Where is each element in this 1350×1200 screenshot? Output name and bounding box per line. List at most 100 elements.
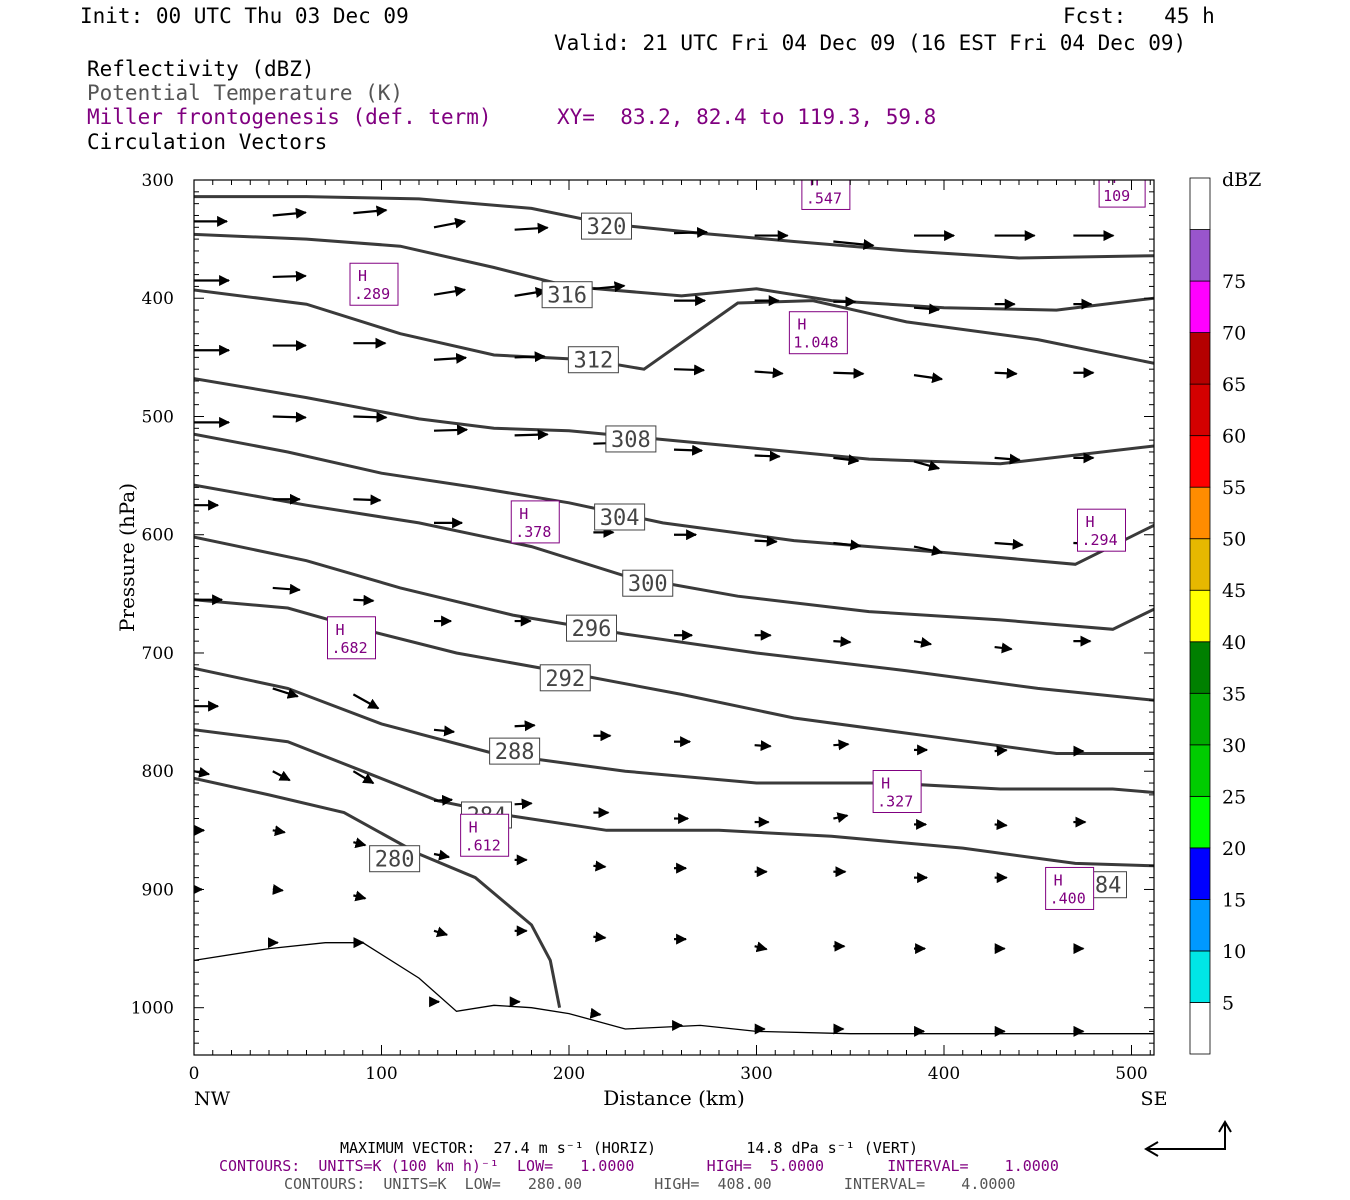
- frontogenesis-high-value: 109: [1103, 187, 1130, 205]
- circulation-vector: [833, 454, 860, 466]
- theta-label: 280: [375, 848, 415, 873]
- field-label-reflectivity: Reflectivity (dBZ): [87, 57, 315, 81]
- circulation-vector: [352, 770, 375, 785]
- colorbar-swatch: [1189, 435, 1211, 488]
- y-tick-label: 400: [142, 289, 174, 309]
- frontogenesis-high-value: .294: [1082, 531, 1118, 549]
- x-end-label-left: NW: [194, 1088, 231, 1110]
- frontogenesis-high-value: .400: [1050, 889, 1086, 907]
- init-time: Init: 00 UTC Thu 03 Dec 09: [80, 4, 409, 28]
- y-tick-label: 800: [142, 762, 174, 782]
- circulation-vector: [994, 819, 1008, 831]
- theta-contour: [194, 232, 1154, 312]
- colorbar-swatch: [1189, 332, 1211, 385]
- circulation-vector: [754, 740, 772, 752]
- frontogenesis-high-marker: H: [797, 316, 806, 334]
- circulation-vector: [433, 725, 456, 737]
- circulation-vector: [994, 367, 1018, 379]
- theta-label-box: [539, 664, 591, 692]
- theta-contour: [194, 195, 1154, 260]
- colorbar-swatch: [1189, 744, 1211, 797]
- circulation-vector: [433, 285, 467, 297]
- colorbar-swatch: [1189, 229, 1211, 282]
- circulation-vector: [272, 770, 291, 782]
- frontogenesis-high-box: [872, 770, 922, 813]
- circulation-vector: [673, 444, 704, 456]
- theta-label-box: [369, 845, 421, 873]
- frontogenesis-high-box: [801, 180, 851, 210]
- y-axis-label: Pressure (hPa): [115, 483, 139, 632]
- colorbar-swatch: [1189, 692, 1211, 746]
- colorbar-swatch: [1189, 899, 1211, 952]
- theta-label: 296: [572, 617, 612, 642]
- circulation-vector: [272, 270, 307, 282]
- circulation-vector: [833, 539, 862, 551]
- circulation-vector: [754, 450, 781, 462]
- colorbar-label: 35: [1222, 683, 1246, 705]
- circulation-vector: [913, 545, 944, 556]
- circulation-vector: [353, 411, 388, 423]
- colorbar-label: 65: [1222, 374, 1246, 396]
- frontogenesis-high-value: .612: [465, 836, 501, 854]
- colorbar-swatch: [1189, 280, 1211, 333]
- colorbar-label: 30: [1222, 735, 1246, 757]
- circulation-vector: [589, 1007, 602, 1019]
- frontogenesis-high-box: [1045, 866, 1095, 910]
- colorbar-label: 25: [1222, 786, 1246, 808]
- circulation-vector: [514, 798, 533, 810]
- frontogenesis-high-marker: H: [810, 171, 819, 189]
- circulation-vector: [272, 207, 307, 219]
- circulation-vector: [593, 931, 607, 943]
- circulation-vector: [353, 205, 388, 217]
- circulation-vector: [353, 837, 367, 849]
- frontogenesis-high-value: .378: [515, 523, 551, 541]
- circulation-vector: [833, 239, 875, 250]
- circulation-vector: [754, 367, 784, 379]
- circulation-vector: [353, 494, 382, 506]
- colorbar-swatch: [1189, 538, 1211, 591]
- colorbar-label: 60: [1222, 426, 1246, 448]
- circulation-vector: [272, 687, 299, 699]
- circulation-vector: [352, 693, 380, 710]
- circulation-vector: [353, 594, 375, 606]
- frontogenesis-high-value: .289: [354, 285, 390, 303]
- reference-vector-head-left: [1144, 1141, 1159, 1157]
- field-label-frontogenesis: Miller frontogenesis (def. term): [87, 105, 492, 129]
- reference-vector-head-up: [1218, 1120, 1232, 1133]
- colorbar-swatch: [1189, 950, 1211, 1003]
- terrain-line: [194, 942, 1154, 1035]
- colorbar-label: 10: [1222, 941, 1246, 963]
- frontogenesis-high-marker: H: [1107, 169, 1116, 187]
- theta-contour-info: CONTOURS: UNITS=K LOW= 280.00 HIGH= 408.…: [284, 1175, 1016, 1193]
- colorbar-swatch: [1189, 589, 1211, 643]
- circulation-vector: [514, 287, 547, 298]
- circulation-vector: [433, 424, 469, 436]
- y-tick-label: 500: [142, 407, 174, 427]
- y-tick-label: 600: [142, 526, 174, 546]
- colorbar-swatch: [1189, 383, 1211, 437]
- circulation-vector: [514, 429, 549, 441]
- circulation-vector: [272, 411, 307, 423]
- frontogenesis-high-value: .682: [332, 639, 368, 657]
- colorbar-title: dBZ: [1222, 169, 1261, 191]
- theta-label: 292: [545, 667, 585, 692]
- theta-label: 320: [587, 215, 627, 240]
- colorbar-swatch: [1189, 1002, 1211, 1055]
- theta-contour: [194, 728, 1154, 868]
- y-tick-label: 900: [142, 880, 174, 900]
- frontogenesis-high-box: [1077, 508, 1126, 552]
- theta-label-box: [581, 212, 632, 240]
- colorbar-label: 40: [1222, 632, 1246, 654]
- theta-contour: [194, 666, 1154, 794]
- colorbar-swatch: [1189, 641, 1211, 694]
- forecast-hour: Fcst: 45 h: [1063, 4, 1215, 28]
- circulation-vector: [433, 352, 468, 364]
- circulation-vector: [514, 351, 546, 363]
- theta-label-box: [566, 614, 617, 642]
- circulation-vector: [754, 535, 778, 547]
- max-vector-info: MAXIMUM VECTOR: 27.4 m s⁻¹ (HORIZ) 14.8 …: [340, 1139, 918, 1157]
- colorbar-label: 70: [1222, 323, 1246, 345]
- theta-label: 308: [611, 428, 651, 453]
- circulation-vector: [593, 281, 626, 293]
- theta-contour: [194, 598, 1154, 755]
